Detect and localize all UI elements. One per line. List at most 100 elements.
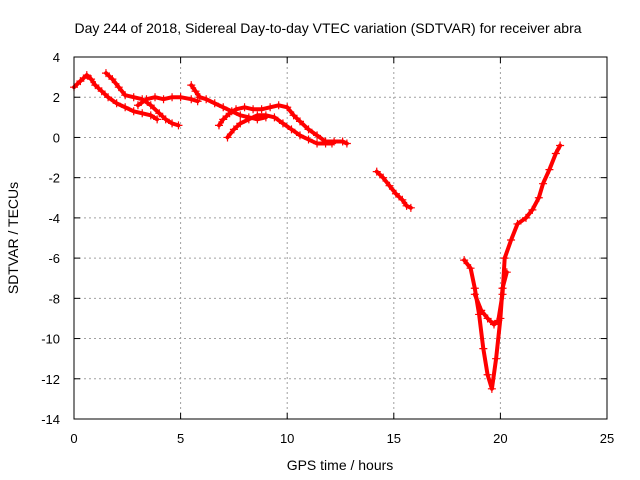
- data-point-marker: [168, 119, 177, 128]
- series-pass-2: [101, 69, 183, 130]
- series-pass-3: [133, 93, 202, 110]
- data-point-marker: [138, 109, 147, 118]
- series-line: [462, 258, 509, 391]
- series-pass-7: [372, 167, 415, 212]
- data-point-marker: [236, 111, 245, 120]
- data-point-marker: [82, 71, 91, 80]
- data-point-marker: [129, 107, 138, 116]
- y-tick-label: 4: [53, 50, 60, 65]
- data-point-marker: [270, 113, 279, 122]
- data-point-marker: [104, 93, 113, 102]
- data-point-marker: [494, 316, 503, 325]
- data-point-marker: [313, 139, 322, 148]
- series-pass-1: [70, 71, 162, 124]
- data-point-marker: [223, 133, 232, 142]
- data-point-marker: [191, 87, 200, 96]
- data-point-marker: [551, 149, 560, 158]
- series-pass-9: [470, 141, 565, 329]
- data-point-marker: [236, 119, 245, 128]
- series-line: [472, 143, 563, 327]
- data-point-marker: [483, 370, 492, 379]
- data-point-marker: [244, 115, 253, 124]
- data-point-marker: [153, 115, 162, 124]
- data-point-marker: [289, 111, 298, 120]
- data-point-marker: [187, 95, 196, 104]
- data-point-marker: [479, 344, 488, 353]
- data-point-marker: [287, 125, 296, 134]
- y-tick-label: -6: [48, 251, 60, 266]
- data-point-marker: [500, 254, 509, 263]
- data-point-marker: [229, 125, 238, 134]
- data-point-marker: [295, 131, 304, 140]
- data-point-marker: [108, 75, 117, 84]
- data-point-marker: [402, 201, 411, 210]
- data-point-marker: [133, 101, 142, 110]
- data-point-marker: [261, 111, 270, 120]
- data-point-marker: [539, 179, 548, 188]
- data-point-marker: [483, 314, 492, 323]
- data-point-marker: [91, 81, 100, 90]
- data-point-marker: [87, 75, 96, 84]
- data-point-marker: [466, 264, 475, 273]
- data-point-marker: [470, 290, 479, 299]
- data-point-marker: [257, 105, 266, 114]
- data-point-marker: [534, 193, 543, 202]
- data-point-marker: [193, 97, 202, 106]
- data-point-marker: [202, 95, 211, 104]
- y-tick-label: -14: [41, 412, 60, 427]
- data-point-marker: [391, 189, 400, 198]
- data-point-marker: [159, 95, 168, 104]
- data-point-marker: [507, 236, 516, 245]
- data-point-marker: [168, 93, 177, 102]
- data-point-marker: [210, 99, 219, 108]
- y-axis-label: SDTVAR / TECUs: [5, 182, 21, 294]
- data-point-marker: [225, 109, 234, 118]
- data-point-marker: [101, 69, 110, 78]
- data-point-marker: [513, 219, 522, 228]
- data-point-marker: [274, 101, 283, 110]
- data-point-marker: [114, 83, 123, 92]
- data-point-marker: [295, 117, 304, 126]
- grid-lines: [74, 57, 607, 419]
- y-tick-label: 0: [53, 130, 60, 145]
- y-tick-label: -4: [48, 211, 60, 226]
- data-point-marker: [379, 173, 388, 182]
- data-point-marker: [498, 290, 507, 299]
- data-point-marker: [327, 139, 336, 148]
- y-tick-label: -12: [41, 372, 60, 387]
- data-point-marker: [121, 91, 130, 100]
- data-point-marker: [372, 167, 381, 176]
- data-point-marker: [187, 81, 196, 90]
- data-point-marker: [528, 205, 537, 214]
- data-point-marker: [398, 195, 407, 204]
- chart-title: Day 244 of 2018, Sidereal Day-to-day VTE…: [74, 20, 581, 36]
- series-layer: [70, 69, 565, 393]
- series-pass-6: [223, 111, 336, 148]
- data-point-marker: [406, 203, 415, 212]
- x-tick-label: 15: [387, 431, 401, 446]
- data-point-marker: [146, 111, 155, 120]
- data-point-marker: [142, 95, 151, 104]
- data-point-marker: [545, 165, 554, 174]
- x-tick-labels: 0 5 10 15 20 25: [70, 431, 614, 446]
- data-point-marker: [490, 320, 499, 329]
- data-point-marker: [240, 103, 249, 112]
- y-tick-label: -10: [41, 332, 60, 347]
- data-point-marker: [477, 306, 486, 315]
- x-tick-label: 25: [600, 431, 614, 446]
- data-point-marker: [151, 93, 160, 102]
- y-tick-labels: 4 2 0 -2 -4 -6 -8 -10 -12 -14: [41, 50, 60, 427]
- x-tick-label: 10: [280, 431, 294, 446]
- axis-ticks: [73, 56, 608, 420]
- series-line: [225, 113, 334, 146]
- data-point-marker: [195, 93, 204, 102]
- plot-frame: [73, 56, 608, 420]
- data-point-marker: [121, 103, 130, 112]
- data-point-marker: [112, 99, 121, 108]
- data-point-marker: [338, 137, 347, 146]
- data-point-marker: [219, 115, 228, 124]
- data-point-marker: [76, 77, 85, 86]
- x-tick-label: 5: [177, 431, 184, 446]
- x-axis-label: GPS time / hours: [287, 457, 394, 473]
